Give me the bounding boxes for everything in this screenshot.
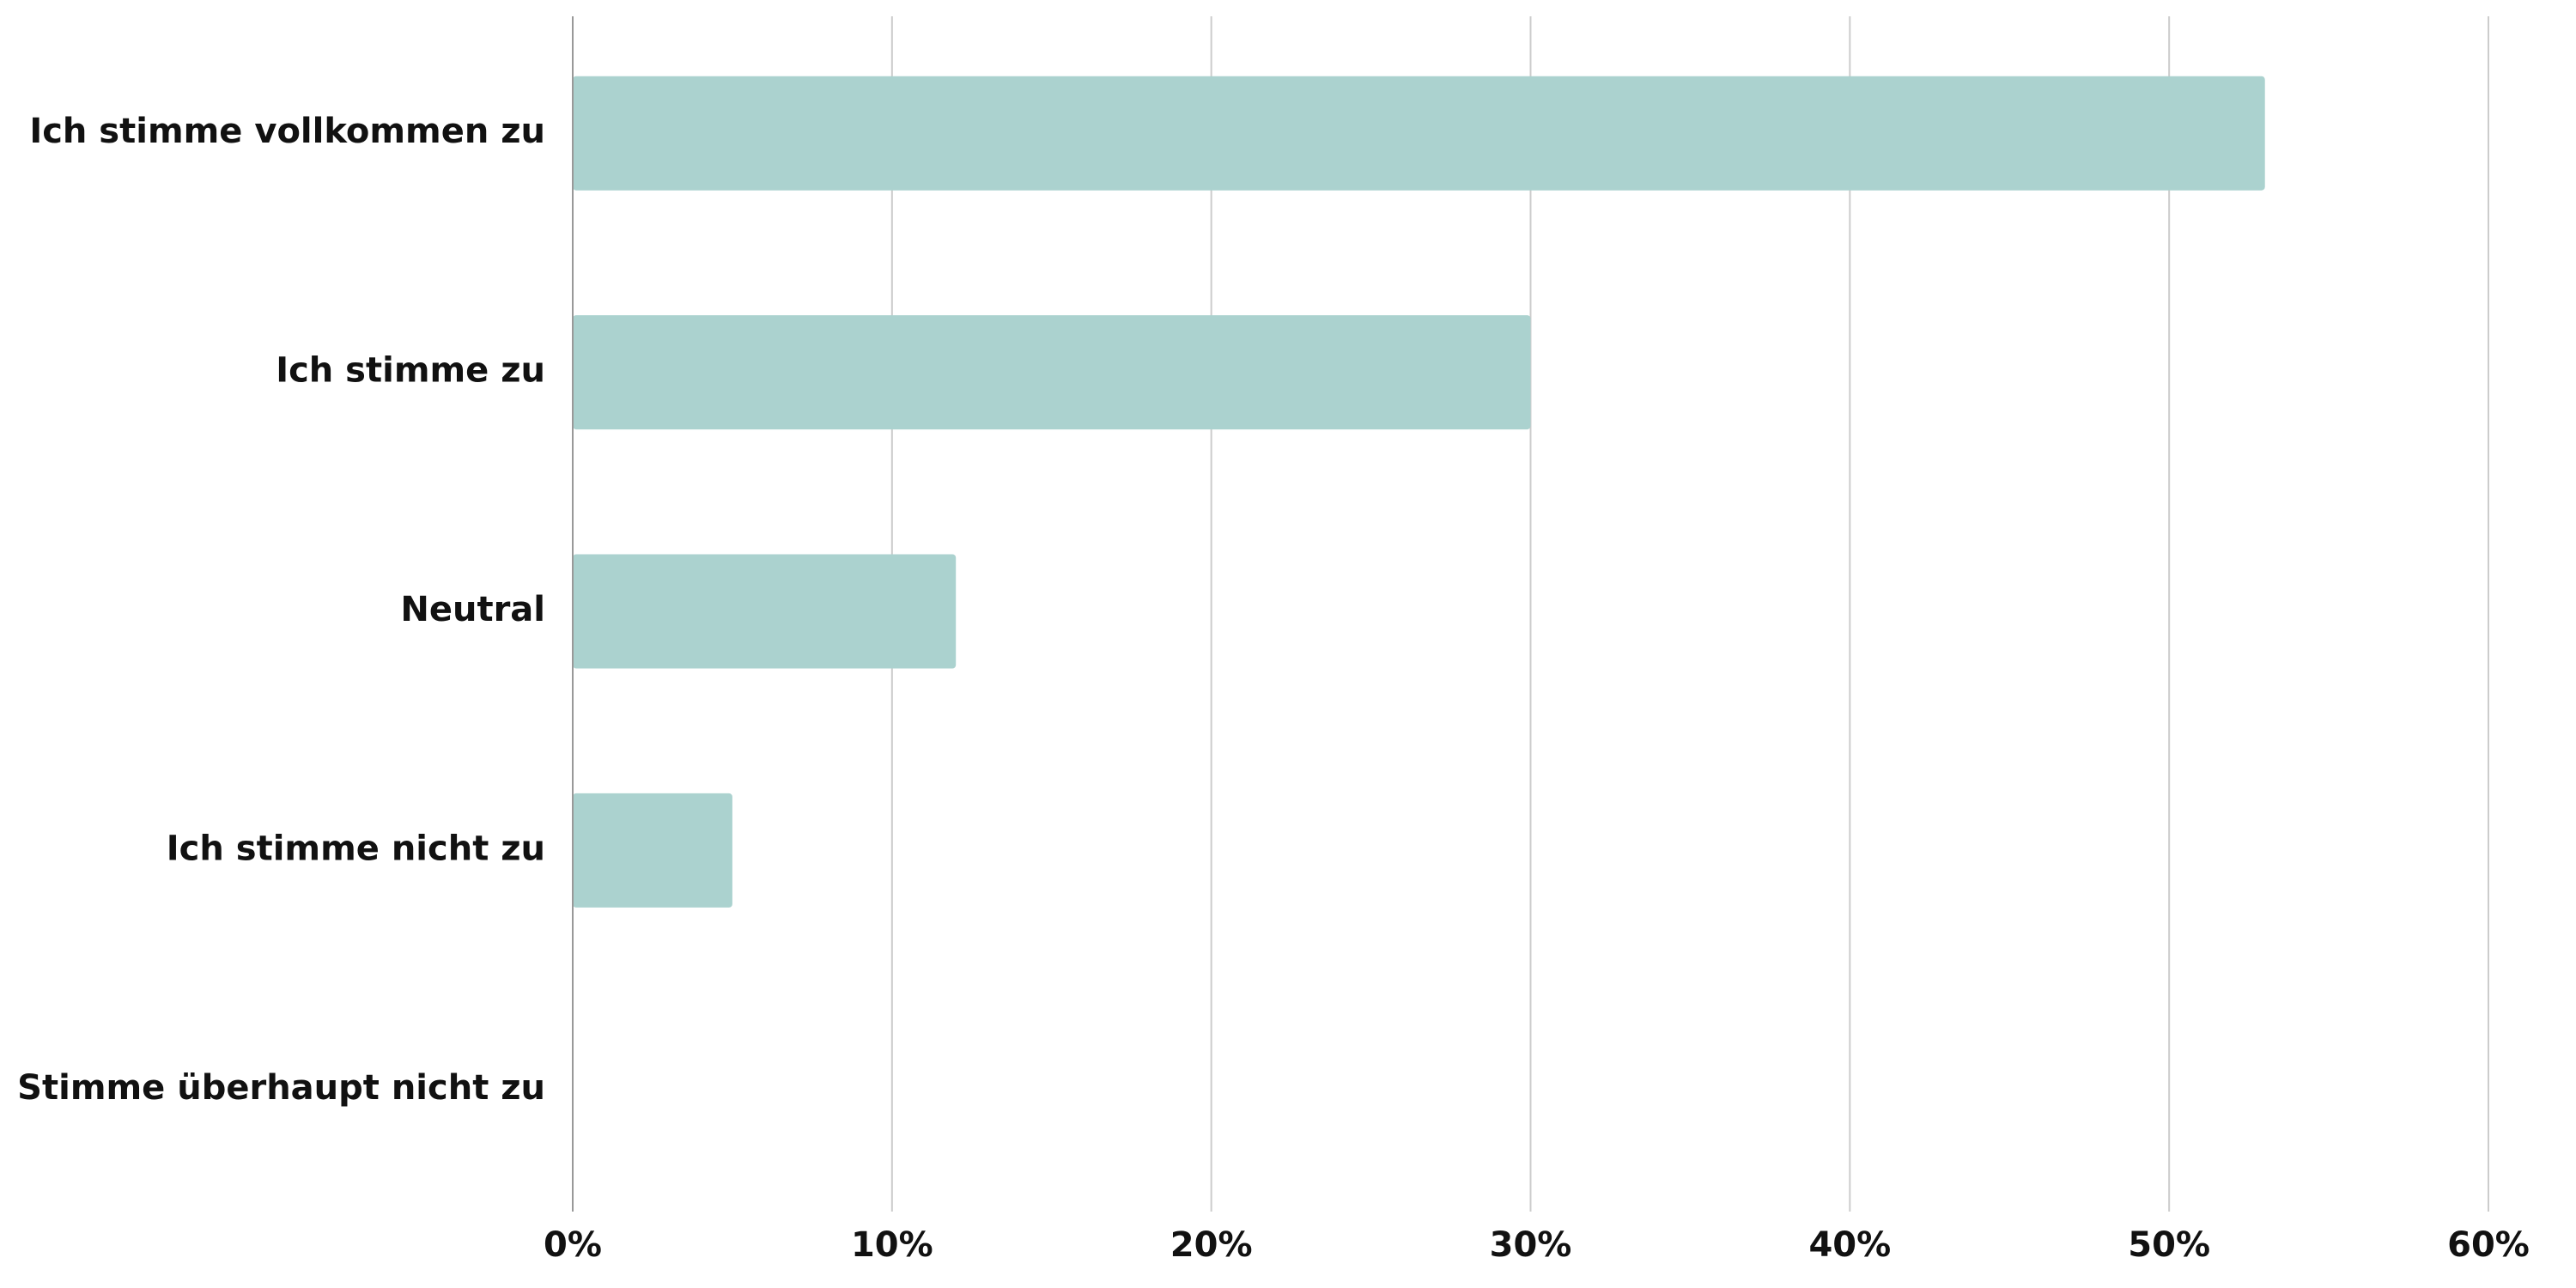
bar [573, 793, 732, 908]
x-tick-label: 0% [544, 1225, 602, 1265]
bar [573, 76, 2265, 191]
x-tick-label: 60% [2447, 1225, 2530, 1265]
bar [573, 554, 957, 669]
y-tick-label: Neutral [400, 590, 545, 629]
bar [573, 315, 1531, 430]
x-tick-label: 40% [1808, 1225, 1891, 1265]
y-tick-label: Stimme überhaupt nicht zu [17, 1068, 545, 1108]
x-tick-label: 20% [1170, 1225, 1253, 1265]
x-tick-label: 30% [1490, 1225, 1572, 1265]
y-tick-label: Ich stimme vollkommen zu [29, 112, 545, 151]
y-tick-label: Ich stimme zu [276, 351, 545, 391]
x-tick-label: 50% [2128, 1225, 2210, 1265]
x-tick-label: 10% [851, 1225, 933, 1265]
y-tick-label: Ich stimme nicht zu [167, 829, 545, 868]
